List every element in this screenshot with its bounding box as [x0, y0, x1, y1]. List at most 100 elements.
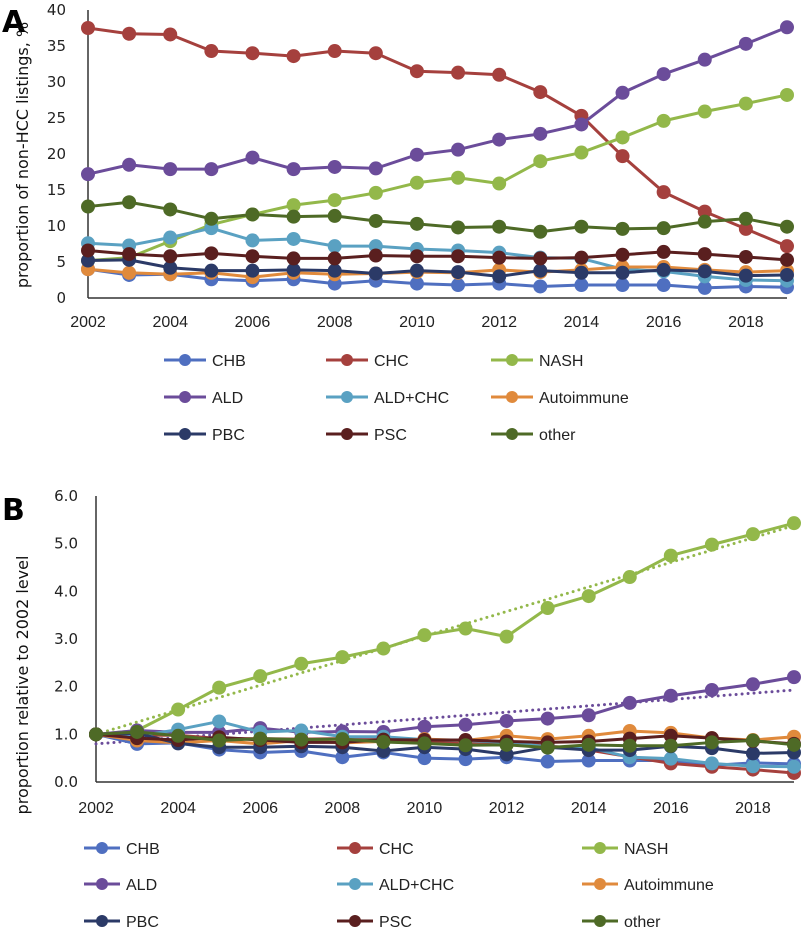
data-point-ald	[286, 162, 301, 177]
data-point-other	[245, 207, 260, 222]
data-point-psc	[409, 249, 424, 264]
data-point-ald	[581, 708, 596, 723]
data-point-psc	[122, 247, 137, 262]
data-point-chc	[656, 185, 671, 200]
data-point-nash	[368, 185, 383, 200]
data-point-other	[787, 737, 801, 752]
y-tick-label: 10	[47, 217, 66, 235]
legend-item-autoimmune: Autoimmune	[582, 877, 714, 894]
data-point-nash	[212, 680, 227, 695]
legend-marker	[506, 428, 518, 440]
legend-label: PBC	[212, 427, 245, 444]
x-tick-label: 2018	[728, 314, 764, 331]
data-point-other	[663, 738, 678, 753]
y-tick-label: 5.0	[54, 535, 78, 553]
data-point-psc	[327, 251, 342, 266]
legend-marker	[341, 354, 353, 366]
data-point-psc	[574, 250, 589, 265]
x-tick-label: 2006	[235, 314, 271, 331]
legend-b: CHB CHC NASH ALD ALD+CHC Autoimmune PBC PSC othe…	[84, 841, 714, 931]
legend-label: Autoimmune	[539, 390, 629, 407]
data-point-chc	[368, 46, 383, 61]
legend-marker	[179, 354, 191, 366]
data-point-ald-chc	[663, 751, 678, 766]
series-nash	[81, 87, 794, 268]
data-point-nash	[780, 87, 794, 102]
data-point-ald-chc	[787, 759, 801, 774]
y-tick-label: 5	[56, 253, 66, 271]
data-point-other	[122, 195, 137, 210]
legend-item-ald-chc: ALD+CHC	[337, 877, 454, 894]
legend-item-chb: CHB	[164, 353, 246, 370]
series-line-nash	[95, 521, 795, 736]
data-point-chc	[163, 27, 178, 42]
data-point-psc	[663, 728, 678, 743]
data-point-psc	[81, 243, 95, 258]
legend-marker	[179, 428, 191, 440]
legend-item-chc: CHC	[337, 841, 414, 858]
data-point-other	[253, 731, 268, 746]
data-point-psc	[245, 249, 260, 264]
data-point-ald-chc	[286, 231, 301, 246]
data-point-psc	[656, 244, 671, 259]
data-point-pbc	[409, 263, 424, 278]
y-tick-label: 0	[56, 289, 66, 307]
data-point-psc	[615, 247, 630, 262]
data-point-other	[656, 221, 671, 236]
series-ald	[81, 20, 794, 182]
data-point-chb	[451, 278, 466, 293]
data-point-pbc	[286, 262, 301, 277]
x-tick-label: 2010	[407, 800, 443, 817]
x-tick-label: 2004	[160, 800, 196, 817]
data-point-chc	[409, 64, 424, 79]
legend-label: PBC	[126, 914, 159, 931]
data-point-ald	[540, 711, 555, 726]
legend-label: CHC	[374, 353, 409, 370]
data-point-other	[286, 209, 301, 224]
data-point-nash	[253, 669, 268, 684]
x-tick-label: 2012	[489, 800, 525, 817]
data-point-pbc	[327, 263, 342, 278]
data-point-chc	[615, 149, 630, 164]
data-point-other	[417, 736, 432, 751]
data-point-nash	[458, 621, 473, 636]
data-point-ald	[499, 713, 514, 728]
data-point-psc	[368, 248, 383, 263]
data-point-other	[163, 202, 178, 217]
data-point-pbc	[574, 265, 589, 280]
data-point-ald	[697, 52, 712, 67]
data-point-chb	[656, 278, 671, 293]
data-point-other	[622, 738, 637, 753]
data-point-pbc	[81, 253, 95, 268]
data-point-ald	[204, 162, 219, 177]
legend-item-nash: NASH	[582, 841, 668, 858]
x-tick-label: 2008	[317, 314, 353, 331]
legend-marker	[594, 842, 606, 854]
series-other	[81, 195, 794, 239]
data-point-pbc	[656, 262, 671, 277]
data-point-chb	[697, 280, 712, 295]
data-point-other	[745, 733, 760, 748]
legend-item-other: other	[582, 914, 661, 931]
data-point-chb	[409, 276, 424, 291]
series-nash	[89, 516, 801, 742]
data-point-ald	[163, 162, 178, 177]
y-tick-label: 1.0	[54, 725, 78, 743]
y-tick-label: 40	[47, 1, 66, 19]
data-point-nash	[574, 145, 589, 160]
data-point-ald	[704, 683, 719, 698]
data-point-chc	[327, 44, 342, 59]
data-point-nash	[704, 537, 719, 552]
x-tick-label: 2008	[325, 800, 361, 817]
data-point-other	[499, 737, 514, 752]
data-point-other	[458, 738, 473, 753]
x-tick-label: 2012	[481, 314, 517, 331]
legend-item-chb: CHB	[84, 841, 160, 858]
data-point-psc	[451, 249, 466, 264]
legend-marker	[506, 354, 518, 366]
series-chc	[81, 21, 794, 254]
data-point-nash	[492, 176, 507, 191]
legend-item-psc: PSC	[337, 914, 412, 931]
legend-marker	[341, 391, 353, 403]
